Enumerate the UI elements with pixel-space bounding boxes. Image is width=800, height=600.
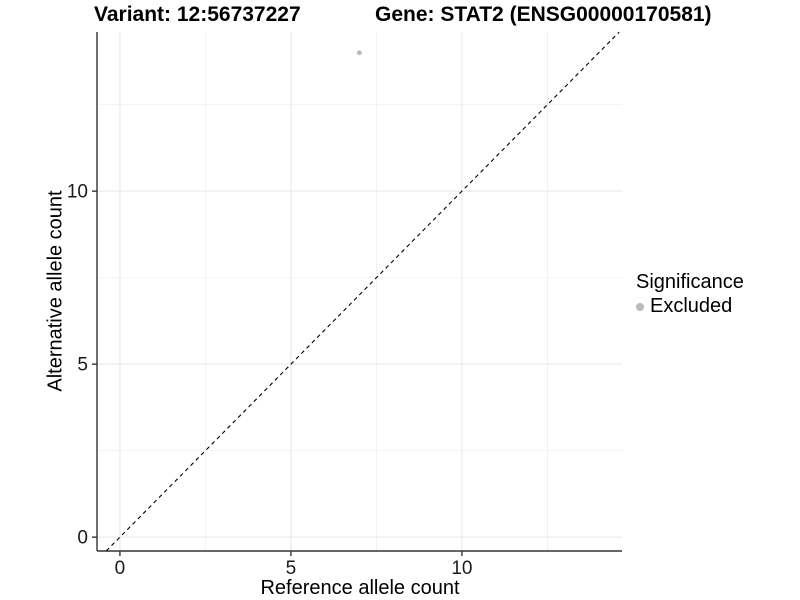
identity-dashed-line bbox=[105, 31, 620, 552]
x-tick-label: 0 bbox=[115, 558, 126, 579]
legend-item-excluded: Excluded bbox=[636, 295, 744, 318]
y-tick-label: 10 bbox=[67, 182, 88, 203]
x-tick-label: 10 bbox=[451, 558, 472, 579]
legend-key-dot bbox=[636, 302, 644, 311]
plot-title-variant: Variant: 12:56737227 bbox=[94, 3, 301, 26]
legend-title: Significance bbox=[636, 271, 744, 293]
y-tick-label: 5 bbox=[77, 355, 88, 376]
legend-item-label: Excluded bbox=[650, 295, 733, 317]
y-axis-label: Alternative allele count bbox=[44, 190, 67, 392]
y-tick-label: 0 bbox=[77, 528, 88, 549]
x-tick-label: 5 bbox=[286, 558, 297, 579]
legend: Significance Excluded bbox=[636, 271, 744, 318]
data-point bbox=[356, 50, 362, 56]
x-axis-label: Reference allele count bbox=[260, 577, 460, 599]
plot-title-gene: Gene: STAT2 (ENSG00000170581) bbox=[375, 3, 712, 26]
